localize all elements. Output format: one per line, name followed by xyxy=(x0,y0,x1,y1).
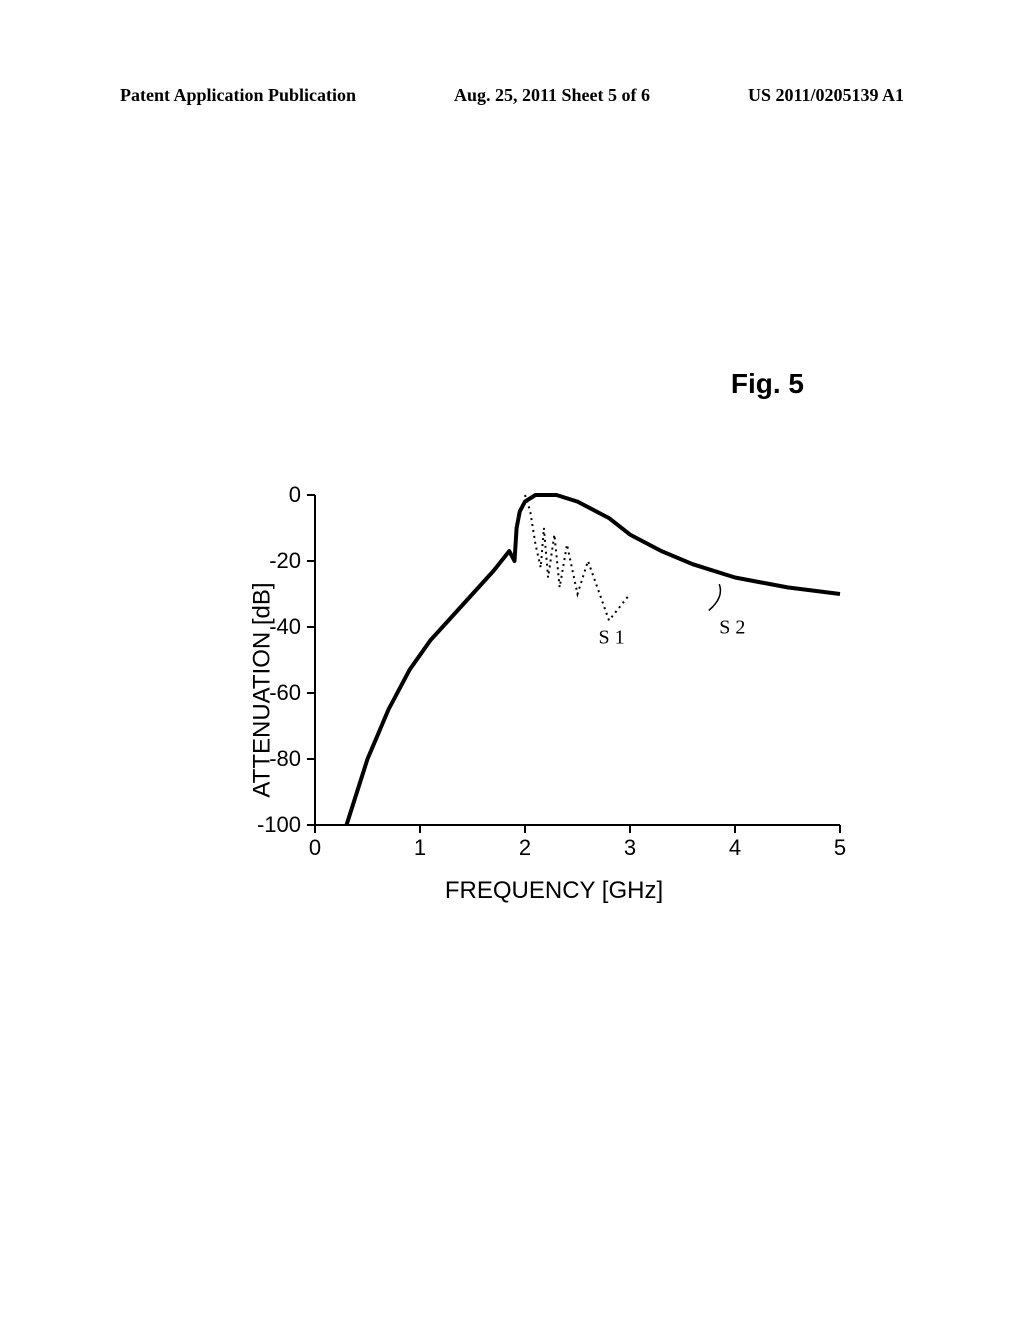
header-right: US 2011/0205139 A1 xyxy=(748,85,904,106)
svg-text:0: 0 xyxy=(289,482,301,507)
svg-text:0: 0 xyxy=(309,835,321,860)
page-header: Patent Application Publication Aug. 25, … xyxy=(0,85,1024,106)
svg-text:4: 4 xyxy=(729,835,741,860)
svg-text:S 1: S 1 xyxy=(599,627,625,649)
header-left: Patent Application Publication xyxy=(120,85,356,106)
svg-text:-20: -20 xyxy=(269,548,301,573)
header-center: Aug. 25, 2011 Sheet 5 of 6 xyxy=(454,85,650,106)
x-axis-label: FREQUENCY [GHz] xyxy=(445,877,663,905)
svg-text:1: 1 xyxy=(414,835,426,860)
figure-label: Fig. 5 xyxy=(731,368,804,400)
svg-text:5: 5 xyxy=(834,835,846,860)
chart-svg: 0-20-40-60-80-100012345S 1S 2 xyxy=(180,480,860,900)
attenuation-chart: ATTENUATION [dB] 0-20-40-60-80-100012345… xyxy=(180,480,860,900)
svg-text:S 2: S 2 xyxy=(719,617,745,639)
y-axis-label: ATTENUATION [dB] xyxy=(249,582,277,797)
svg-text:2: 2 xyxy=(519,835,531,860)
svg-text:-100: -100 xyxy=(257,812,301,837)
svg-text:3: 3 xyxy=(624,835,636,860)
